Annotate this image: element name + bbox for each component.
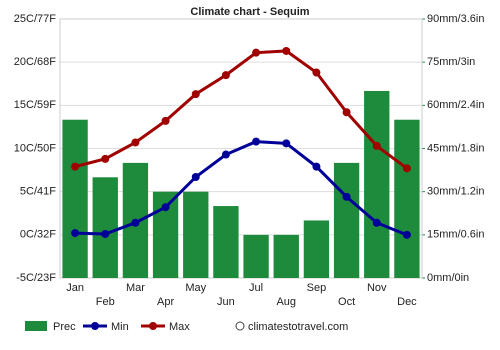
point <box>372 141 381 150</box>
bar <box>62 119 88 278</box>
point <box>252 137 261 146</box>
legend-swatch <box>25 321 47 331</box>
point <box>71 162 80 171</box>
plot-frame <box>59 18 423 279</box>
x-tick-label: Apr <box>157 296 174 308</box>
x-tick-label: Dec <box>397 296 417 308</box>
bar <box>243 234 269 278</box>
x-tick-label: Sep <box>307 282 327 294</box>
x-tick-label: Aug <box>276 296 296 308</box>
bar <box>394 119 420 278</box>
x-tick-label: Oct <box>338 296 355 308</box>
y-tick-label: 20C/68F <box>14 56 56 68</box>
point <box>312 68 321 77</box>
point <box>282 46 291 55</box>
x-tick-label: Nov <box>367 282 387 294</box>
y-tick-label: 15C/59F <box>14 99 56 111</box>
y-tick-label: 25C/77F <box>14 13 56 25</box>
y-tick-label: 10C/50F <box>14 142 56 154</box>
y2-tick-label: 45mm/1.8in <box>427 142 484 154</box>
point <box>372 218 381 227</box>
x-tick-label: Jan <box>66 282 84 294</box>
point <box>342 192 351 201</box>
y-tick-label: 5C/41F <box>20 186 56 198</box>
point <box>191 172 200 181</box>
point <box>282 139 291 148</box>
y2-tick-label: 60mm/2.4in <box>427 99 484 111</box>
bar <box>273 234 299 278</box>
x-tick-label: Feb <box>96 296 115 308</box>
point <box>402 164 411 173</box>
legend-swatch <box>149 322 157 330</box>
point <box>131 138 140 147</box>
legend-label: Max <box>169 321 190 333</box>
y2-tick-label: 90mm/3.6in <box>427 13 484 25</box>
bar <box>333 162 360 278</box>
point <box>402 230 411 239</box>
credit: climatestotravel.com <box>248 321 348 333</box>
point <box>221 71 230 80</box>
y-tick-label: 0C/32F <box>20 229 56 241</box>
x-tick-label: Mar <box>126 282 145 294</box>
legend-label: Prec <box>53 321 76 333</box>
line <box>74 49 408 170</box>
credit-icon <box>235 321 245 331</box>
bar <box>303 220 330 278</box>
point <box>312 162 321 171</box>
y-tick-label: -5C/23F <box>16 272 56 284</box>
bar <box>183 191 209 278</box>
x-tick-label: Jun <box>217 296 235 308</box>
point <box>131 218 140 227</box>
point <box>252 48 261 57</box>
chart-title: Climate chart - Sequim <box>190 6 309 18</box>
legend-label: Min <box>111 321 129 333</box>
y2-tick-label: 15mm/0.6in <box>427 229 484 241</box>
y2-tick-label: 0mm/0in <box>427 272 469 284</box>
x-tick-label: May <box>185 282 206 294</box>
point <box>101 154 110 163</box>
bar <box>92 177 118 278</box>
y2-tick-label: 30mm/1.2in <box>427 186 484 198</box>
bar <box>364 90 390 278</box>
line <box>75 140 408 237</box>
point <box>191 90 200 99</box>
legend-swatch <box>91 322 99 330</box>
point <box>161 116 170 125</box>
point <box>221 150 230 159</box>
x-tick-label: Jul <box>249 282 263 294</box>
point <box>71 229 80 238</box>
point <box>342 108 351 117</box>
y2-tick-label: 75mm/3in <box>427 56 475 68</box>
point <box>101 229 110 238</box>
point <box>161 203 170 212</box>
bar <box>213 206 239 278</box>
